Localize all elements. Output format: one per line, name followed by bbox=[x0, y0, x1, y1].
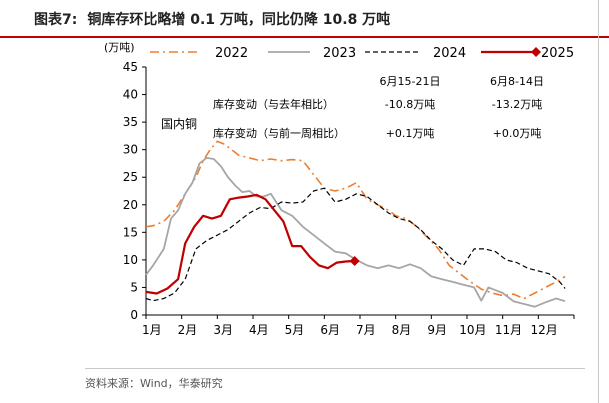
chart-series bbox=[145, 140, 566, 308]
figure-title: 图表7: 铜库存环比略增 0.1 万吨，同比仍降 10.8 万吨 bbox=[34, 9, 390, 29]
table-col-header: 6月15-21日 bbox=[380, 75, 441, 88]
legend-label-2022: 2022 bbox=[215, 46, 248, 61]
x-tick-label: 11月 bbox=[495, 323, 522, 337]
figure-label: 图表7: bbox=[34, 12, 78, 28]
table-cell: -10.8万吨 bbox=[385, 98, 435, 111]
source-note: 资料来源：Wind，华泰研究 bbox=[85, 377, 223, 390]
x-tick-label: 9月 bbox=[427, 323, 447, 337]
table-row-label: 库存变动（与前一周相比） bbox=[213, 126, 345, 140]
legend-marker-2025 bbox=[531, 47, 541, 57]
x-tick-label: 10月 bbox=[459, 323, 486, 337]
table-cell: -13.2万吨 bbox=[492, 98, 542, 111]
x-tick-label: 3月 bbox=[213, 323, 233, 337]
legend-label-2025: 2025 bbox=[541, 46, 574, 61]
y-tick-label: 30 bbox=[123, 143, 138, 157]
series-2023-line bbox=[145, 157, 566, 308]
y-tick-label: 40 bbox=[123, 88, 138, 102]
legend-label-2024: 2024 bbox=[433, 46, 466, 61]
chart-inner-label: 国内铜 bbox=[161, 116, 197, 131]
table-row-label: 库存变动（与去年相比） bbox=[213, 97, 334, 111]
y-tick-label: 35 bbox=[123, 115, 138, 129]
x-tick-label: 12月 bbox=[531, 323, 558, 337]
footer-divider bbox=[85, 368, 585, 369]
series-2024-line bbox=[145, 187, 566, 302]
figure-header: 图表7: 铜库存环比略增 0.1 万吨，同比仍降 10.8 万吨 bbox=[0, 0, 609, 38]
y-tick-label: 5 bbox=[130, 280, 138, 294]
y-tick-label: 0 bbox=[130, 308, 138, 322]
y-tick-label: 10 bbox=[123, 253, 138, 267]
series-2022-line bbox=[145, 140, 566, 300]
y-tick-label: 25 bbox=[123, 170, 138, 184]
x-tick-label: 1月 bbox=[142, 323, 162, 337]
page-edge-divider bbox=[598, 0, 599, 403]
y-tick-label: 15 bbox=[123, 225, 138, 239]
series-2025-end-marker bbox=[349, 255, 360, 266]
table-col-header: 6月8-14日 bbox=[490, 75, 544, 88]
table-cell: +0.0万吨 bbox=[493, 127, 542, 140]
legend-label-2023: 2023 bbox=[323, 46, 356, 61]
x-tick-label: 2月 bbox=[178, 323, 198, 337]
chart-legend: 2022 2023 2024 2025 bbox=[150, 46, 574, 61]
table-cell: +0.1万吨 bbox=[386, 127, 435, 140]
x-tick-label: 5月 bbox=[285, 323, 305, 337]
figure-title-text: 铜库存环比略增 0.1 万吨，同比仍降 10.8 万吨 bbox=[87, 12, 391, 28]
x-tick-label: 6月 bbox=[320, 323, 340, 337]
y-tick-label: 20 bbox=[123, 198, 138, 212]
y-axis-unit: (万吨) bbox=[104, 41, 135, 54]
x-tick-label: 7月 bbox=[356, 323, 376, 337]
x-tick-label: 4月 bbox=[249, 323, 269, 337]
x-tick-label: 8月 bbox=[392, 323, 412, 337]
y-tick-label: 45 bbox=[123, 60, 138, 74]
series-2025-line bbox=[145, 193, 355, 295]
